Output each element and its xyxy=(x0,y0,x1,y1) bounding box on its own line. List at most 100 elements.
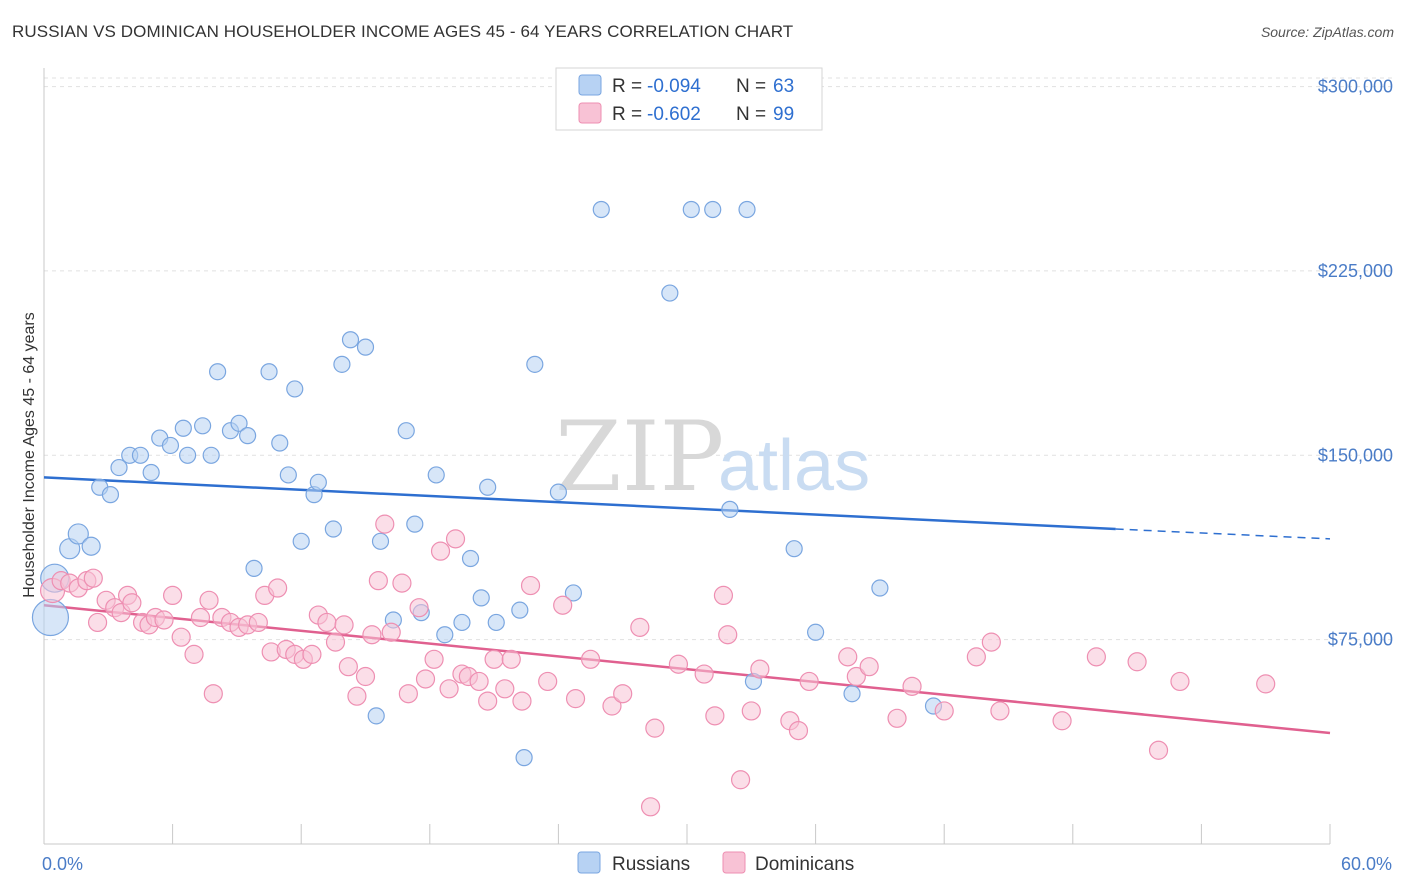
legend-r-label-dominicans: R = xyxy=(612,104,642,125)
point-dominicans xyxy=(409,598,429,618)
point-dominicans xyxy=(630,617,650,637)
point-russians xyxy=(526,355,544,373)
points-layer xyxy=(31,200,1276,817)
point-dominicans xyxy=(602,696,622,716)
point-russians xyxy=(174,419,192,437)
point-dominicans xyxy=(317,612,337,633)
point-russians xyxy=(209,363,227,381)
point-russians xyxy=(202,446,220,464)
point-russians xyxy=(461,549,480,568)
bottom-legend-label-russians: Russians xyxy=(612,854,690,875)
point-dominicans xyxy=(163,585,183,606)
point-dominicans xyxy=(934,701,954,721)
point-dominicans xyxy=(87,612,108,633)
point-dominicans xyxy=(1086,647,1106,667)
point-dominicans xyxy=(338,657,358,677)
point-russians xyxy=(427,466,445,484)
point-dominicans xyxy=(171,627,191,647)
watermark: ZIP atlas xyxy=(555,401,870,513)
point-dominicans xyxy=(838,647,858,667)
point-russians xyxy=(161,436,180,455)
point-russians xyxy=(704,200,722,219)
bottom-legend-swatch-dominicans xyxy=(722,851,746,874)
x-tick-label-min: 0.0% xyxy=(42,854,83,874)
point-dominicans xyxy=(190,607,211,628)
point-dominicans xyxy=(424,649,444,669)
point-dominicans xyxy=(640,797,661,817)
point-dominicans xyxy=(392,573,412,593)
top-legend: R = -0.094 N = 63 R = -0.602 N = 99 xyxy=(555,67,823,131)
watermark-atlas: atlas xyxy=(718,426,870,506)
point-dominicans xyxy=(718,625,738,645)
legend-n-label-russians: N = xyxy=(736,76,766,97)
point-russians xyxy=(230,414,248,432)
point-russians xyxy=(487,613,505,632)
bottom-legend-label-dominicans: Dominicans xyxy=(755,854,854,875)
point-dominicans xyxy=(730,770,751,790)
point-russians xyxy=(453,613,471,632)
point-dominicans xyxy=(495,679,515,699)
point-dominicans xyxy=(83,568,103,588)
point-russians xyxy=(324,520,342,538)
point-dominicans xyxy=(580,649,601,669)
trend-layer xyxy=(43,476,1331,735)
trend-line-russians-extension xyxy=(1115,528,1331,540)
point-russians xyxy=(110,458,128,477)
point-russians xyxy=(549,483,568,501)
point-russians xyxy=(131,446,150,464)
point-dominicans xyxy=(501,649,521,669)
point-russians xyxy=(843,685,861,703)
point-russians xyxy=(436,626,454,644)
point-russians xyxy=(279,466,297,484)
y-tick-label: $150,000 xyxy=(1318,445,1393,465)
y-tick-label: $300,000 xyxy=(1318,77,1393,97)
legend-r-value-russians: -0.094 xyxy=(647,76,701,97)
point-dominicans xyxy=(199,590,219,610)
legend-swatch-dominicans xyxy=(578,102,602,124)
point-russians xyxy=(472,589,490,607)
legend-n-value-russians: 63 xyxy=(773,76,794,97)
point-dominicans xyxy=(430,541,451,561)
legend-r-label-russians: R = xyxy=(612,76,642,97)
point-dominicans xyxy=(512,691,532,711)
point-dominicans xyxy=(846,666,866,687)
point-dominicans xyxy=(966,647,986,667)
legend-r-value-dominicans: -0.602 xyxy=(647,104,701,125)
point-russians xyxy=(738,200,756,219)
point-dominicans xyxy=(381,622,401,642)
point-dominicans xyxy=(741,701,761,721)
point-dominicans xyxy=(520,575,541,596)
point-dominicans xyxy=(347,686,367,706)
point-russians xyxy=(333,355,351,373)
point-dominicans xyxy=(268,578,288,598)
point-dominicans xyxy=(203,684,223,704)
point-dominicans xyxy=(325,632,346,652)
point-dominicans xyxy=(184,644,204,664)
point-russians xyxy=(592,200,610,219)
point-russians xyxy=(67,523,89,545)
point-dominicans xyxy=(122,593,142,613)
point-russians xyxy=(31,598,70,637)
point-dominicans xyxy=(902,676,922,696)
y-axis-label: Householder Income Ages 45 - 64 years xyxy=(21,312,38,598)
point-dominicans xyxy=(705,706,725,726)
point-dominicans xyxy=(302,644,322,664)
legend-n-label-dominicans: N = xyxy=(736,104,766,125)
point-russians xyxy=(367,707,385,725)
point-russians xyxy=(515,749,533,767)
point-dominicans xyxy=(750,659,770,679)
labels-layer: Householder Income Ages 45 - 64 years 0.… xyxy=(21,77,1393,874)
point-russians xyxy=(661,284,679,302)
point-russians xyxy=(341,331,360,349)
point-dominicans xyxy=(484,649,504,669)
point-dominicans xyxy=(1127,652,1147,672)
point-russians xyxy=(101,486,120,504)
point-dominicans xyxy=(859,657,879,677)
point-russians xyxy=(371,532,390,550)
bottom-legend-swatch-russians xyxy=(577,851,601,874)
point-dominicans xyxy=(1170,671,1190,692)
point-dominicans xyxy=(368,571,388,591)
point-dominicans xyxy=(355,666,376,687)
point-russians xyxy=(286,380,304,398)
point-dominicans xyxy=(990,701,1010,721)
